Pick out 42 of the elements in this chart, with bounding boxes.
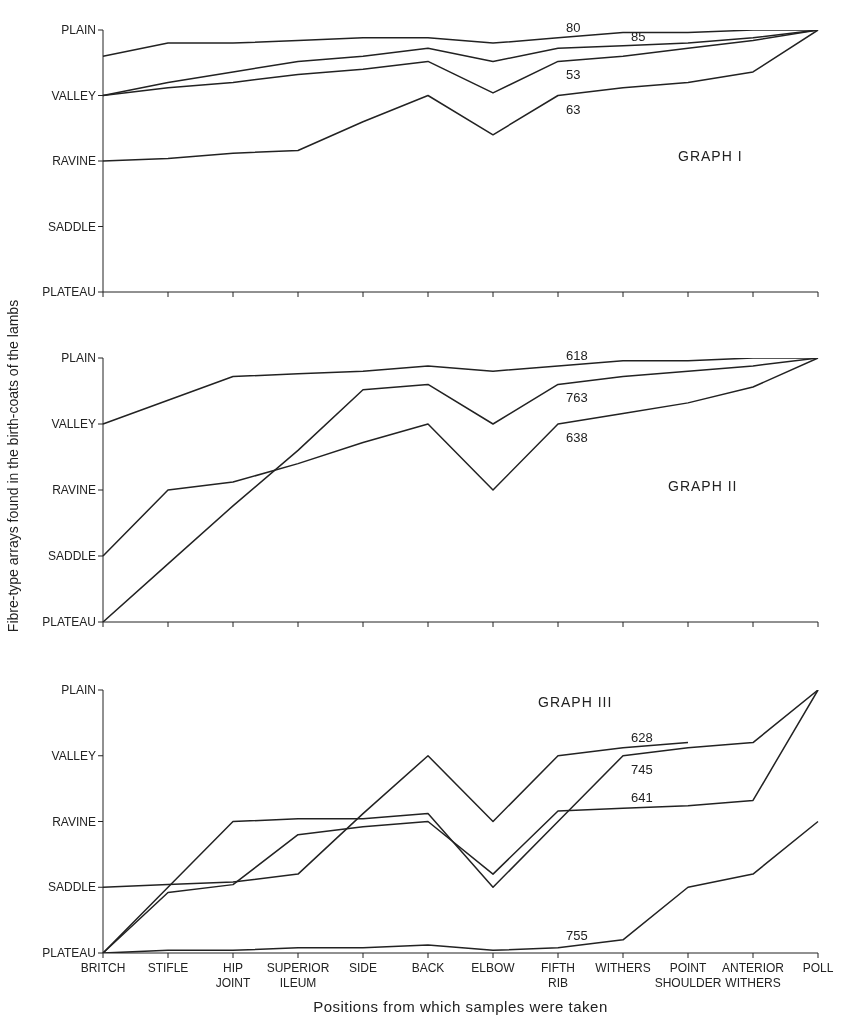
x-axis-title: Positions from which samples were taken xyxy=(312,998,609,1015)
text: VALLEY xyxy=(51,417,96,431)
series-label: 63 xyxy=(566,101,581,117)
x-tick-label: SUPERIOR ILEUM xyxy=(266,961,330,990)
x-tick-label: SIDE xyxy=(348,961,378,975)
text: RAVINE xyxy=(52,483,96,497)
y-axis-title: Fibre-type arrays found in the birth-coats of the lambs xyxy=(5,298,21,635)
series-label: 628 xyxy=(631,729,653,745)
text: SADDLE xyxy=(47,880,96,895)
series-label: 638 xyxy=(566,430,588,445)
text: GRAPH I xyxy=(678,148,743,164)
x-tick-label: POINT SHOULDER xyxy=(654,961,722,990)
x-tick-label: ELBOW xyxy=(471,961,516,975)
text: RAVINE xyxy=(52,814,96,829)
series-label: 641 xyxy=(631,790,653,806)
text: RAVINE xyxy=(52,154,96,168)
x-tick-label: STIFLE xyxy=(147,961,189,975)
series-label: 745 xyxy=(631,761,653,777)
text: SADDLE xyxy=(47,219,96,234)
series-label: 763 xyxy=(566,390,588,406)
text: PLATEAU xyxy=(42,946,96,960)
text: SADDLE xyxy=(47,549,96,563)
text: PLATEAU xyxy=(42,285,96,299)
text: PLATEAU xyxy=(42,615,96,629)
series-label: 618 xyxy=(566,347,588,363)
x-tick-label: BACK xyxy=(411,961,445,975)
x-tick-label: WITHERS xyxy=(595,961,651,975)
text: VALLEY xyxy=(51,88,96,103)
x-tick-label: HIP JOINT xyxy=(215,961,251,990)
text: GRAPH II xyxy=(668,478,738,494)
series-label: 53 xyxy=(566,67,581,83)
x-tick-label: BRITCH xyxy=(80,961,126,975)
series-label: 755 xyxy=(566,927,588,943)
series-label: 80 xyxy=(566,19,581,35)
text: PLAIN xyxy=(61,683,96,697)
x-tick-label: POLL xyxy=(802,961,834,975)
x-tick-label: FIFTH RIB xyxy=(541,961,575,990)
chart-title: GRAPH III xyxy=(538,694,613,710)
text: PLAIN xyxy=(61,351,96,365)
text: PLAIN xyxy=(61,23,96,37)
text: VALLEY xyxy=(51,748,96,763)
x-tick-label: ANTERIOR WITHERS xyxy=(721,961,785,990)
